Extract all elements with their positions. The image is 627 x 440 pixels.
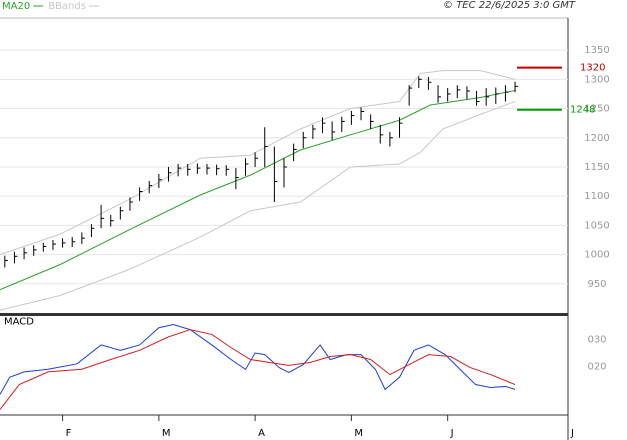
y-tick-label: 030: [587, 335, 606, 346]
indicator-line: [0, 89, 516, 291]
legend-label: MA20: [2, 1, 30, 12]
level-label: 1320: [580, 63, 605, 74]
macd-line: [0, 323, 516, 395]
y-tick-label: 1000: [584, 250, 609, 261]
y-tick-label: 1250: [584, 104, 609, 115]
x-tick-label: A: [258, 428, 265, 439]
x-tick-label: M: [162, 428, 171, 439]
y-tick-label: 950: [587, 279, 606, 290]
x-tick-label: F: [66, 428, 72, 439]
y-tick-label: 1300: [584, 74, 609, 85]
x-tick-label: J: [570, 428, 574, 439]
macd-line: [0, 329, 516, 410]
indicator-line: [0, 101, 516, 311]
y-tick-label: 1200: [584, 133, 609, 144]
macd-title: MACD: [4, 316, 34, 327]
y-tick-label: 1350: [584, 45, 609, 56]
y-tick-label: 1100: [584, 191, 609, 202]
x-tick-label: M: [354, 428, 363, 439]
level-label: 1248: [570, 105, 595, 116]
indicator-line: [0, 70, 516, 256]
x-tick-label: J: [450, 428, 454, 439]
copyright: © TEC 22/6/2025 3:0 GMT: [443, 0, 576, 11]
y-tick-label: 1150: [584, 162, 609, 173]
y-tick-label: 020: [587, 362, 606, 373]
legend-label: BBands: [48, 1, 86, 12]
y-tick-label: 1050: [584, 220, 609, 231]
